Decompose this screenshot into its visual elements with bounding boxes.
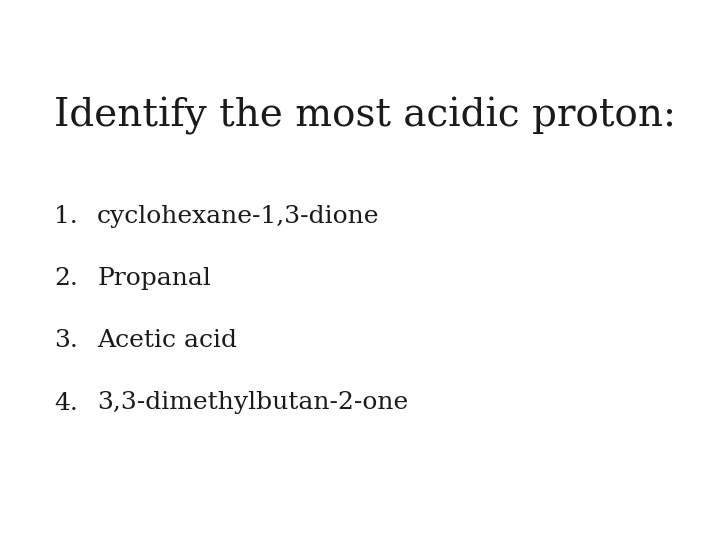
Text: Identify the most acidic proton:: Identify the most acidic proton: <box>54 97 676 135</box>
Text: 2.: 2. <box>54 267 78 291</box>
Text: 3,3-dimethylbutan-2-one: 3,3-dimethylbutan-2-one <box>97 392 408 415</box>
Text: Propanal: Propanal <box>97 267 211 291</box>
Text: 1.: 1. <box>54 205 78 228</box>
Text: cyclohexane-1,3-dione: cyclohexane-1,3-dione <box>97 205 379 228</box>
Text: 3.: 3. <box>54 329 78 353</box>
Text: Acetic acid: Acetic acid <box>97 329 237 353</box>
Text: 4.: 4. <box>54 392 78 415</box>
